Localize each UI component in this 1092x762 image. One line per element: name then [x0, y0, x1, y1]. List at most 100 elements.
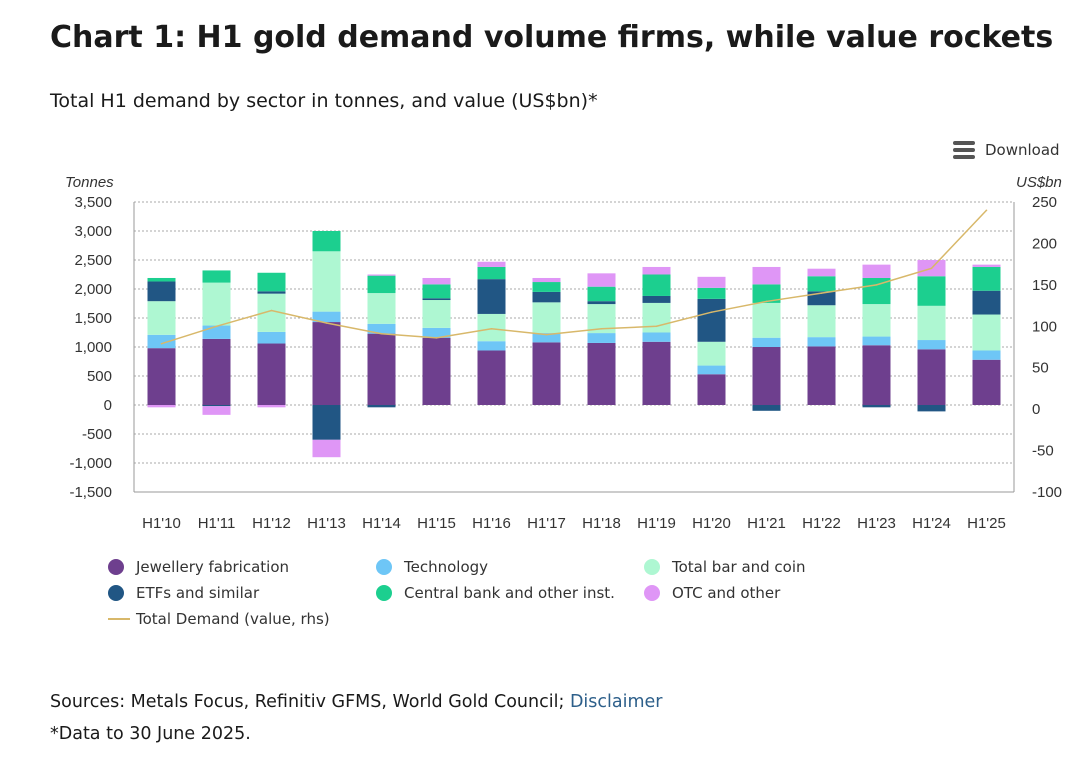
- bar-segment: [587, 301, 616, 305]
- technology-swatch-icon: [376, 559, 392, 575]
- bar-segment: [477, 341, 506, 351]
- bar-segment: [807, 346, 836, 405]
- download-button[interactable]: Download: [953, 141, 1060, 159]
- legend-item-otc[interactable]: OTC and other: [644, 584, 780, 602]
- bar-segment: [587, 333, 616, 343]
- bar-segment: [862, 336, 891, 346]
- bar-segment: [532, 342, 561, 405]
- bar-segment: [532, 302, 561, 334]
- legend-label: Total bar and coin: [672, 558, 806, 576]
- x-tick-label: H1'23: [857, 515, 896, 532]
- legend-item-central-bank[interactable]: Central bank and other inst.: [376, 584, 615, 602]
- y-tick-label: -500: [82, 426, 112, 443]
- bar-segment: [752, 347, 781, 405]
- total-demand-point: [655, 325, 658, 328]
- bar-segment: [587, 273, 616, 287]
- legend-label: Total Demand (value, rhs): [136, 610, 330, 628]
- y-tick-label: -1,500: [69, 484, 112, 501]
- bar-segment: [697, 298, 726, 342]
- y-tick-label: 2,500: [74, 252, 112, 269]
- bar-segment: [367, 274, 396, 276]
- bar-segment: [477, 261, 506, 267]
- bar-segment: [202, 406, 231, 415]
- bar-segment: [257, 405, 286, 408]
- disclaimer-link[interactable]: Disclaimer: [569, 692, 663, 712]
- y-tick-label: 0: [104, 397, 112, 414]
- bar-segment: [642, 341, 671, 405]
- bar-segment: [697, 374, 726, 405]
- bar-segment: [477, 266, 506, 280]
- legend-item-jewellery[interactable]: Jewellery fabrication: [108, 558, 289, 576]
- total-demand-line-icon: [108, 618, 130, 620]
- x-tick-label: H1'18: [582, 515, 621, 532]
- bar-segment: [642, 274, 671, 296]
- sources-line: Sources: Metals Focus, Refinitiv GFMS, W…: [50, 692, 662, 712]
- bar-segment: [752, 284, 781, 303]
- chart-subtitle: Total H1 demand by sector in tonnes, and…: [50, 90, 598, 112]
- legend-item-total-demand[interactable]: Total Demand (value, rhs): [108, 610, 330, 628]
- legend-label: Jewellery fabrication: [136, 558, 290, 576]
- bar-segment: [972, 266, 1001, 291]
- bar-segment: [147, 405, 176, 408]
- otc-swatch-icon: [644, 585, 660, 601]
- bar-segment: [147, 301, 176, 335]
- etfs-swatch-icon: [108, 585, 124, 601]
- bar-segment: [862, 304, 891, 337]
- total-demand-point: [380, 332, 383, 335]
- jewellery-swatch-icon: [108, 559, 124, 575]
- bar-segment: [917, 349, 946, 405]
- bar-segment: [752, 337, 781, 347]
- bar-segment: [972, 314, 1001, 351]
- bar-segment: [312, 311, 341, 323]
- total-demand-point: [875, 284, 878, 286]
- y-tick-label: 3,500: [74, 194, 112, 211]
- x-tick-label: H1'15: [417, 515, 456, 532]
- bar-segment: [752, 302, 781, 338]
- bar-segment: [257, 291, 286, 294]
- legend-label: ETFs and similar: [136, 584, 260, 602]
- bar-segment: [972, 264, 1001, 267]
- bar-segment: [862, 405, 891, 408]
- bar-segment: [257, 272, 286, 292]
- bar-segment: [477, 350, 506, 405]
- bar-segment: [642, 332, 671, 342]
- bar-segment: [917, 405, 946, 412]
- legend-item-etfs[interactable]: ETFs and similar: [108, 584, 259, 602]
- bar-segment: [312, 231, 341, 252]
- y-tick-label: 1,000: [74, 339, 112, 356]
- legend-item-bar-and-coin[interactable]: Total bar and coin: [644, 558, 806, 576]
- bar-segment: [587, 342, 616, 405]
- legend-item-technology[interactable]: Technology: [376, 558, 488, 576]
- total-demand-point: [710, 311, 713, 314]
- menu-icon: [953, 141, 975, 159]
- bar-segment: [917, 340, 946, 350]
- x-tick-label: H1'10: [142, 515, 181, 532]
- bar-segment: [697, 287, 726, 299]
- bar-segment: [697, 365, 726, 375]
- bar-segment: [202, 270, 231, 283]
- bar-segment: [202, 338, 231, 405]
- bar-segment: [367, 275, 396, 294]
- x-tick-label: H1'22: [802, 515, 841, 532]
- bar-segment: [312, 322, 341, 405]
- y-axis-label: Tonnes: [65, 174, 114, 191]
- y2-tick-label: -50: [1032, 443, 1054, 460]
- bar-segment: [642, 302, 671, 333]
- bar-segment: [422, 327, 451, 338]
- bar-segment: [972, 359, 1001, 405]
- bar-segment: [422, 284, 451, 299]
- bar-segment: [147, 277, 176, 282]
- bar-segment: [367, 333, 396, 405]
- bar-segment: [422, 298, 451, 301]
- x-tick-label: H1'13: [307, 515, 346, 532]
- y-tick-label: 500: [87, 368, 112, 385]
- bar-segment: [862, 264, 891, 278]
- bar-segment: [367, 323, 396, 334]
- bar-segment: [477, 313, 506, 342]
- y-tick-label: 2,000: [74, 281, 112, 298]
- bar-segment: [642, 295, 671, 303]
- bar-segment: [972, 350, 1001, 360]
- total-demand-point: [215, 325, 218, 328]
- bar-segment: [917, 305, 946, 341]
- x-tick-label: H1'25: [967, 515, 1006, 532]
